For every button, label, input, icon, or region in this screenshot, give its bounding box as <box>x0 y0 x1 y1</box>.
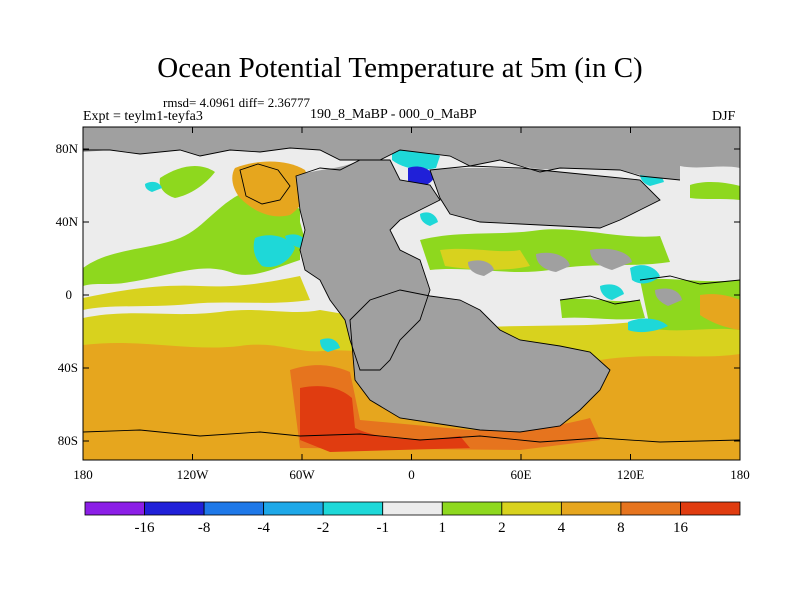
colorbar-label: -4 <box>257 520 270 536</box>
colorbar-label: -8 <box>198 520 211 536</box>
colorbar-swatch <box>144 501 205 516</box>
lat-label-40s: 40S <box>58 360 78 375</box>
land-east-fragment <box>590 248 632 270</box>
colorbar-label: 16 <box>673 520 689 536</box>
colorbar-swatch <box>203 501 265 516</box>
cold-patch-ne <box>420 212 438 226</box>
lat-label-80n: 80N <box>56 141 79 156</box>
band-orange-ne <box>700 294 740 330</box>
colorbar-label: 8 <box>617 520 625 536</box>
colorbar: -16 -8 -4 -2 -1 1 2 4 8 16 <box>84 501 741 536</box>
colorbar-label: -1 <box>376 520 389 536</box>
land-mid-island <box>468 260 494 276</box>
lat-label-0: 0 <box>66 287 73 302</box>
lat-label-80s: 80S <box>58 433 78 448</box>
band-green-far-ne <box>690 182 740 200</box>
land-gondwana <box>350 294 610 432</box>
band-orange-natl <box>232 161 308 217</box>
colorbar-label: -16 <box>135 520 155 536</box>
colorbar-swatch <box>441 501 503 516</box>
colorbar-swatch <box>501 501 562 516</box>
colorbar-label: 1 <box>439 520 447 536</box>
colorbar-swatch <box>680 501 741 516</box>
cold-patch-med <box>630 265 660 284</box>
band-yellow-tropic-east <box>440 248 530 270</box>
colorbar-swatch <box>84 501 145 516</box>
land-se-fragment <box>655 288 682 306</box>
colorbar-swatch <box>620 501 681 516</box>
lat-labels: 80N 40N 0 40S 80S <box>56 141 79 448</box>
band-green-natl <box>230 200 305 243</box>
cold-patch-pac-w <box>145 181 162 192</box>
lon-label-60e: 60E <box>511 467 532 482</box>
cold-patch-arctic-deep <box>408 166 434 187</box>
colorbar-swatch <box>382 501 443 516</box>
colorbar-label: -2 <box>317 520 330 536</box>
band-green-se <box>560 298 645 320</box>
experiment-label: Expt = teylm1-teyfa3 <box>83 109 203 124</box>
map-plot <box>83 127 740 460</box>
lon-label-120w: 120W <box>177 467 210 482</box>
lon-labels: 180 120W 60W 0 60E 120E 180 <box>73 467 750 482</box>
season-label: DJF <box>712 109 736 124</box>
colorbar-swatch <box>560 501 622 516</box>
colorbar-label: 4 <box>558 520 566 536</box>
band-green-nw <box>159 166 215 198</box>
cold-patch-e3 <box>320 338 340 352</box>
map-title: Ocean Potential Temperature at 5m (in C) <box>157 52 643 84</box>
cold-patch-nw <box>253 235 295 268</box>
lon-label-180w: 180 <box>73 467 93 482</box>
stats-text: rmsd= 4.0961 diff= 2.36777 <box>163 95 310 110</box>
lon-label-0: 0 <box>408 467 415 482</box>
band-darkorange-south <box>290 365 600 450</box>
lon-label-60w: 60W <box>289 467 315 482</box>
lon-label-180e: 180 <box>730 467 750 482</box>
comparison-label: 190_8_MaBP - 000_0_MaBP <box>310 107 477 122</box>
band-yellow-west <box>83 276 310 310</box>
colorbar-swatch <box>322 501 384 516</box>
land-tethys-island <box>536 252 570 272</box>
land-arctic <box>83 127 740 180</box>
land-pangea-east <box>430 167 660 228</box>
cold-patch-e2 <box>628 318 668 333</box>
cold-patch-e1 <box>600 284 624 300</box>
coastlines <box>83 147 740 443</box>
band-red-south <box>300 386 470 452</box>
colorbar-swatch <box>263 501 324 516</box>
tick-marks <box>83 127 740 460</box>
lon-label-120e: 120E <box>617 467 645 482</box>
lat-label-40n: 40N <box>56 214 79 229</box>
colorbar-label: 2 <box>498 520 506 536</box>
